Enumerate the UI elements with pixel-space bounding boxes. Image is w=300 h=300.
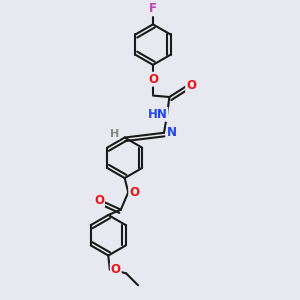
Text: O: O (148, 73, 158, 86)
Text: N: N (167, 126, 177, 139)
Text: O: O (129, 186, 139, 199)
Text: HN: HN (148, 108, 167, 121)
Text: O: O (111, 263, 121, 276)
Text: H: H (110, 129, 119, 139)
Text: O: O (94, 194, 104, 207)
Text: F: F (149, 2, 157, 15)
Text: O: O (186, 79, 196, 92)
